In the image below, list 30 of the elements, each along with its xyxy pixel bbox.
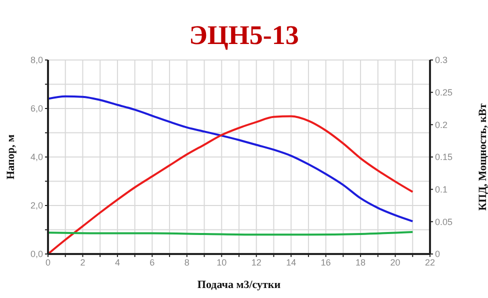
y-axis-title: Напор, м (4, 134, 17, 180)
line-series (48, 95, 414, 222)
line-series (48, 115, 414, 254)
x-tick-label: 0 (45, 257, 51, 268)
x-tick-label: 14 (286, 257, 296, 268)
x-tick-label: 20 (390, 257, 400, 268)
y-tick-label: 4,0 (30, 152, 43, 162)
x-tick-label: 4 (114, 257, 120, 268)
y2-tick-label: 0.05 (435, 216, 453, 227)
x-tick-label: 12 (251, 257, 262, 268)
y-tick-label: 2,0 (30, 200, 43, 211)
chart-title: ЭЦН5-13 (188, 20, 300, 51)
x-tick-label: 22 (424, 257, 436, 268)
y2-tick-label: 0.1 (435, 184, 448, 195)
y2-tick-label: 0.15 (435, 152, 453, 162)
y-tick-label: 8,0 (30, 55, 43, 66)
y2-tick-label: 0.3 (435, 55, 448, 66)
x-tick-label: 6 (150, 257, 155, 268)
x-tick-label: 10 (216, 257, 227, 268)
x-tick-label: 18 (356, 257, 366, 268)
y2-tick-label: 0.2 (435, 120, 448, 130)
x-tick-label: 16 (320, 257, 331, 268)
x-tick-label: 2 (80, 257, 86, 268)
y-tick-label: 6,0 (30, 104, 43, 114)
y2-tick-label: 0.25 (435, 88, 453, 98)
x-axis-title: Подача м3/сутки (197, 279, 282, 291)
x-tick-label: 8 (184, 257, 190, 268)
y-tick-label: 0,0 (30, 249, 43, 260)
y2-tick-label: 0 (435, 249, 440, 260)
y2-axis-title: КПД, Мощность, кВт (476, 102, 488, 211)
